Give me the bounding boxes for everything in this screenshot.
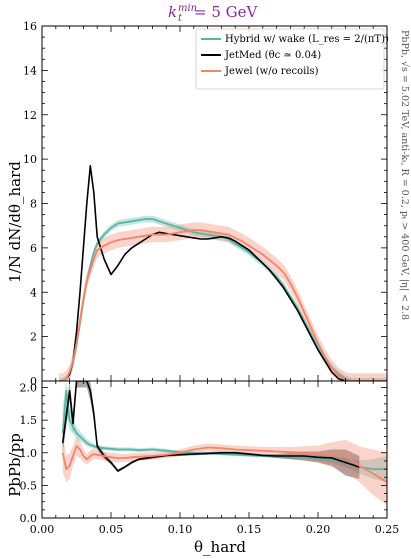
y-tick-label: 12 [23, 109, 37, 122]
band-jewel [59, 222, 387, 381]
title-superscript: min [178, 3, 197, 14]
figure-title: k t min = 5 GeV [168, 3, 259, 24]
y-tick-label: 0.0 [20, 512, 38, 525]
series-line-jewel [59, 229, 387, 381]
x-tick-label: 0.00 [30, 523, 55, 536]
y-tick-label: 2 [30, 331, 37, 344]
legend-label-jetmed: JetMed (θc ≃ 0.04) [224, 50, 321, 61]
series-line-hybrid [59, 218, 387, 381]
y-tick-label: 4 [30, 286, 37, 299]
legend-label-jewel: Jewel (w/o recoils) [224, 66, 319, 77]
x-tick-label: 0.25 [375, 523, 400, 536]
title-value: = 5 GeV [194, 3, 259, 21]
legend-label-hybrid: Hybrid w/ wake (L_res = 2/(πT)) [225, 34, 389, 45]
top-ylabel: 1/N dN/dθ_hard [6, 161, 24, 283]
series-line-jetmed [61, 381, 360, 472]
bottom-panel: 0.00 0.05 0.10 0.15 0.20 0.25 0.0 0.5 1.0 1.5 2.0 [20, 380, 400, 536]
y-tick-label: 6 [30, 242, 37, 255]
legend: Hybrid w/ wake (L_res = 2/(πT)) JetMed (θ… [195, 28, 389, 90]
series-line-hybrid [61, 389, 387, 470]
plot-frame [41, 380, 388, 519]
bottom-xlabel: θ_hard [194, 538, 246, 556]
y-tick-label: 8 [30, 198, 37, 211]
y-tick-label: 0.5 [20, 479, 38, 492]
plot-area [59, 165, 387, 381]
y-tick-label: 0 [30, 375, 37, 388]
title-subscript: t [178, 13, 183, 24]
y-tick-label: 14 [23, 64, 37, 77]
y-tick-label: 1.5 [20, 414, 38, 427]
x-tick-label: 0.05 [99, 523, 124, 536]
plot-area [61, 381, 387, 505]
band-jewel [62, 433, 387, 505]
y-tick-label: 1.0 [20, 447, 38, 460]
y-tick-label: 2.0 [20, 382, 38, 395]
x-tick-label: 0.20 [306, 523, 331, 536]
y-tick-label: 16 [23, 20, 37, 33]
series-line-jewel [61, 445, 387, 483]
side-note: PbPb, √s = 5.02 TeV, anti-kₜ, R = 0.2, p… [399, 30, 410, 320]
x-tick-label: 0.10 [168, 523, 193, 536]
series-line-jetmed [59, 165, 387, 381]
y-tick-label: 10 [23, 153, 37, 166]
title-k: k [168, 3, 177, 21]
bottom-ylabel: PbPb/pp [6, 433, 24, 497]
band-jetmed [62, 381, 360, 479]
x-tick-label: 0.15 [237, 523, 262, 536]
legend-frame [195, 28, 385, 90]
